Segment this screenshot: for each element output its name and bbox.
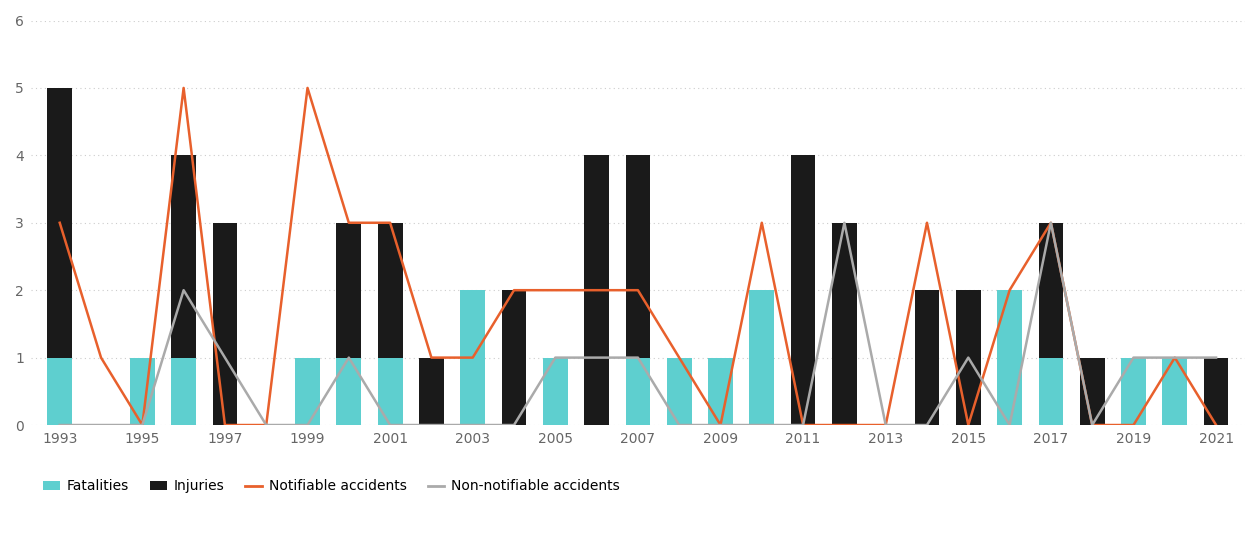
Bar [130, 358, 155, 425]
Bar [667, 358, 692, 425]
Bar [997, 358, 1022, 425]
Bar [1038, 358, 1063, 425]
Bar [336, 223, 362, 425]
Bar [708, 358, 733, 425]
Bar [1038, 223, 1063, 425]
Bar [48, 358, 72, 425]
Bar [832, 223, 857, 425]
Bar [171, 358, 197, 425]
Bar [420, 358, 444, 425]
Bar [460, 290, 485, 425]
Bar [956, 290, 980, 425]
Bar [130, 358, 155, 425]
Bar [667, 358, 692, 425]
Bar [295, 358, 320, 425]
Bar [585, 155, 609, 425]
Bar [1163, 358, 1187, 425]
Bar [708, 358, 733, 425]
Bar [543, 358, 568, 425]
Bar [213, 223, 237, 425]
Bar [791, 155, 815, 425]
Bar [336, 358, 362, 425]
Bar [378, 358, 402, 425]
Bar [1121, 358, 1145, 425]
Bar [1080, 358, 1105, 425]
Legend: Fatalities, Injuries, Notifiable accidents, Non-notifiable accidents: Fatalities, Injuries, Notifiable acciden… [38, 474, 625, 499]
Bar [625, 358, 650, 425]
Bar [625, 155, 650, 425]
Bar [501, 290, 527, 425]
Bar [1163, 358, 1187, 425]
Bar [750, 290, 774, 425]
Bar [997, 290, 1022, 425]
Bar [543, 358, 568, 425]
Bar [48, 88, 72, 425]
Bar [460, 290, 485, 425]
Bar [171, 155, 197, 425]
Bar [1203, 358, 1228, 425]
Bar [915, 290, 940, 425]
Bar [378, 223, 402, 425]
